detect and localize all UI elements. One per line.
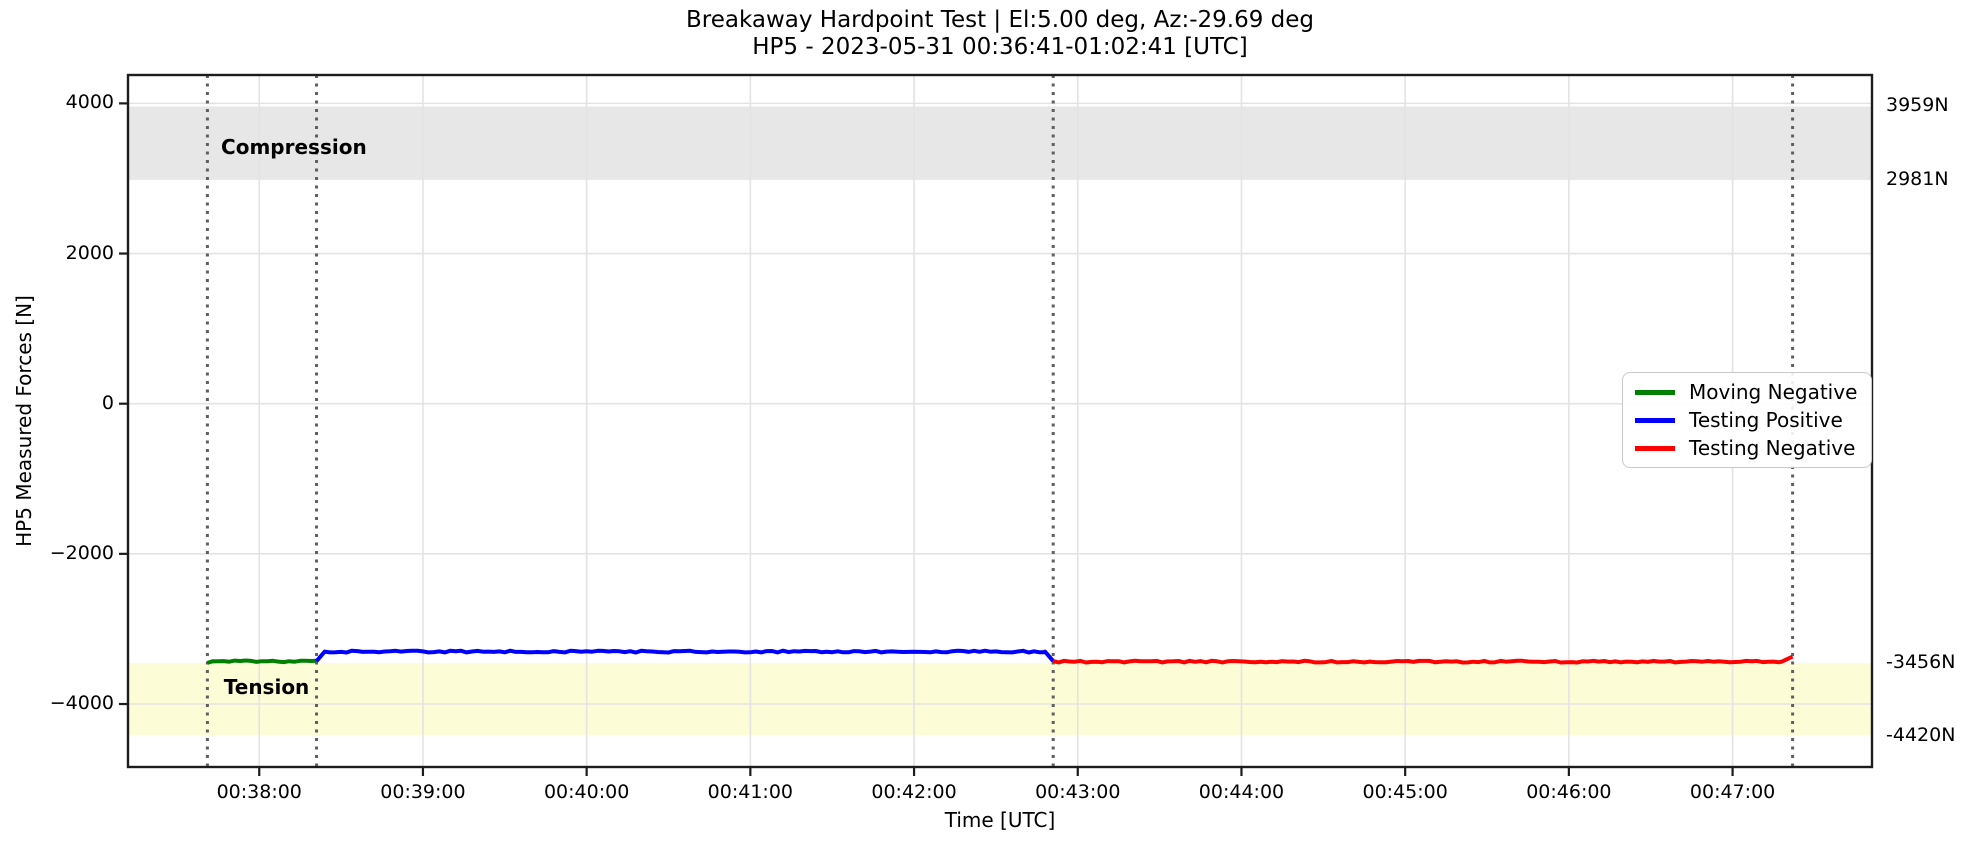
- y-tick-label: −4000: [49, 692, 114, 714]
- series-line-testing-negative: [1052, 654, 1794, 665]
- legend-label: Testing Negative: [1689, 436, 1856, 460]
- chart-subtitle: HP5 - 2023-05-31 00:36:41-01:02:41 [UTC]: [752, 34, 1248, 60]
- x-tick-label: 00:39:00: [380, 781, 466, 803]
- x-tick-label: 00:41:00: [707, 781, 794, 803]
- series-line-testing-positive: [314, 648, 1055, 663]
- legend-item-testing-positive: Testing Positive: [1635, 408, 1861, 432]
- legend-label: Moving Negative: [1689, 380, 1858, 404]
- threshold-label-upper-high: 3959N: [1886, 94, 1949, 117]
- x-tick-label: 00:43:00: [1035, 781, 1121, 803]
- band-tension: [128, 663, 1872, 736]
- y-tick-label: −2000: [49, 541, 114, 564]
- x-tick-label: 00:47:00: [1689, 781, 1776, 803]
- band-compression: [128, 106, 1872, 180]
- legend-swatch-green: [1635, 389, 1675, 395]
- y-tick-label: 0: [101, 391, 114, 414]
- x-tick-label: 00:44:00: [1198, 781, 1285, 803]
- legend-item-moving-negative: Moving Negative: [1635, 380, 1861, 404]
- legend-swatch-blue: [1635, 417, 1675, 423]
- y-tick-label: 4000: [65, 91, 114, 114]
- legend-label: Testing Positive: [1689, 408, 1843, 432]
- series-line-moving-negative: [206, 658, 319, 665]
- compression-annotation: Compression: [221, 134, 367, 159]
- x-tick-label: 00:40:00: [543, 781, 630, 803]
- legend-item-testing-negative: Testing Negative: [1635, 436, 1861, 460]
- plot-spines: [126, 73, 1874, 769]
- x-tick-label: 00:38:00: [216, 781, 302, 803]
- tension-annotation: Tension: [223, 675, 310, 700]
- chart-title: Breakaway Hardpoint Test | El:5.00 deg, …: [685, 7, 1314, 33]
- x-tick-label: 00:46:00: [1526, 781, 1612, 803]
- y-axis-label: HP5 Measured Forces [N]: [12, 295, 36, 547]
- x-tick-label: 00:45:00: [1362, 781, 1448, 803]
- legend-swatch-red: [1635, 445, 1675, 451]
- x-tick-label: 00:42:00: [871, 781, 957, 803]
- y-tick-label: 2000: [65, 241, 114, 264]
- threshold-label-upper-low: 2981N: [1886, 167, 1949, 190]
- x-axis-label: Time [UTC]: [944, 808, 1056, 832]
- legend: Moving Negative Testing Positive Testing…: [1622, 372, 1872, 468]
- threshold-label-lower-high: -3456N: [1886, 651, 1956, 674]
- threshold-label-lower-low: -4420N: [1886, 723, 1956, 746]
